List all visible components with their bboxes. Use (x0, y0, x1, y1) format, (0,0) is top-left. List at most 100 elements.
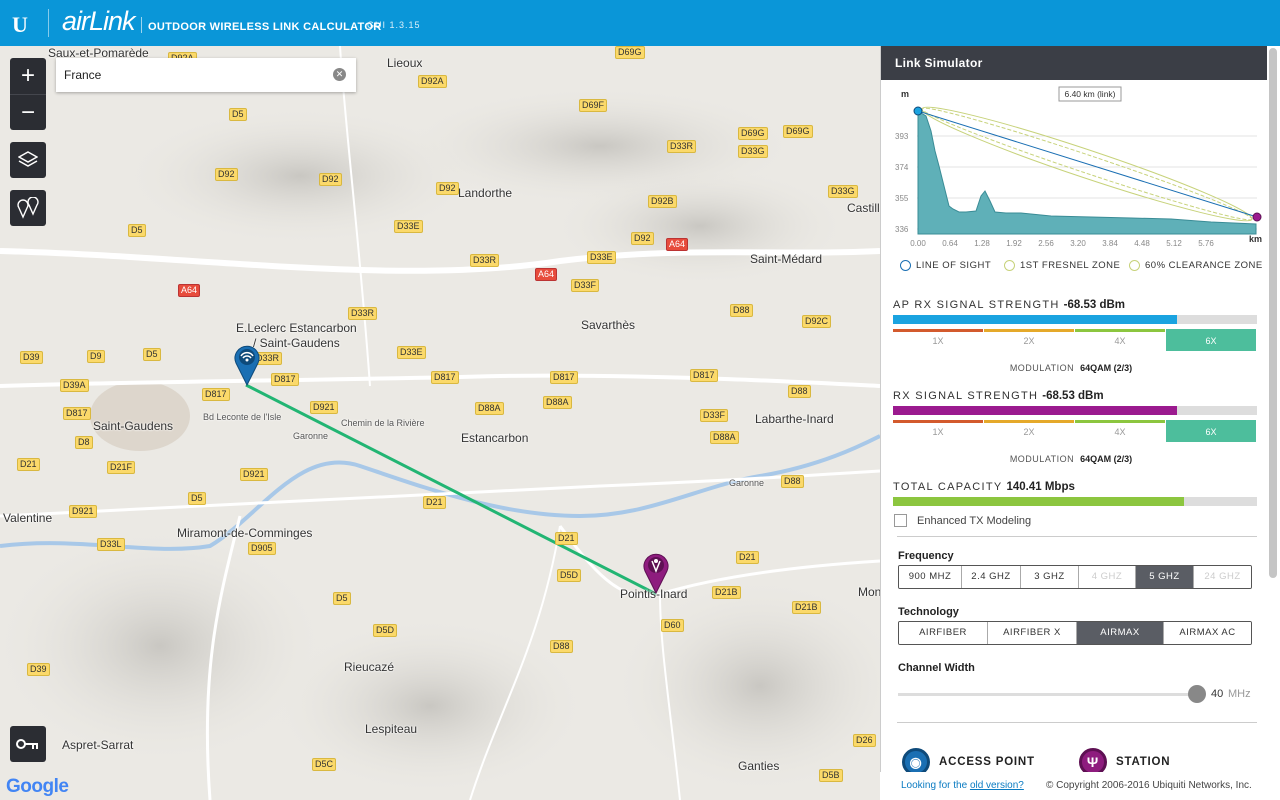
channel-width-unit: MHz (1228, 688, 1251, 700)
rx-modulation: MODULATION 64QAM (2/3) (881, 454, 1261, 464)
legend-fresnel-label: 1ST FRESNEL ZONE (1020, 260, 1121, 271)
road-label: D92 (319, 173, 342, 186)
road-label: D33G (738, 145, 768, 158)
elevation-profile-chart: 6.40 km (link) m km 393 374 355 336 0.00 0.6… (895, 86, 1262, 248)
map-canvas[interactable]: Saux-et-Pomarède Lieoux Landorthe Saint-Méd… (0, 46, 880, 800)
access-point-section[interactable]: ◉ ACCESS POINT (902, 748, 1035, 776)
road-label: D88 (781, 475, 804, 488)
road-label: D60 (661, 619, 684, 632)
header-divider (48, 9, 49, 37)
layers-icon (18, 151, 38, 167)
ap-rx-label: AP RX SIGNAL STRENGTH (893, 299, 1060, 311)
ap-rx-bar-fill (893, 315, 1177, 324)
town-label: Labarthe-Inard (755, 412, 834, 426)
road-label: D21B (712, 586, 741, 599)
map-pin-icon (17, 197, 39, 219)
town-label: Lieoux (387, 56, 423, 70)
road-label: A64 (666, 238, 689, 251)
road-label: D92B (648, 195, 677, 208)
locations-button[interactable] (10, 190, 46, 226)
road-label: D33F (571, 279, 600, 292)
enhanced-tx-checkbox[interactable] (894, 514, 907, 527)
zoom-out-button[interactable]: − (10, 94, 46, 130)
key-icon (16, 739, 38, 749)
frequency-option[interactable]: 900 MHZ (899, 566, 962, 588)
road-label: D88A (710, 431, 739, 444)
key-button[interactable] (10, 726, 46, 762)
frequency-option[interactable]: 2.4 GHZ (962, 566, 1021, 588)
modulation-level-label: 4X (1114, 336, 1126, 346)
wifi-icon: ◉ (902, 748, 930, 776)
legend-clearance-label: 60% CLEARANCE ZONE (1145, 260, 1263, 271)
road-label: D817 (690, 369, 718, 382)
map-terrain (0, 46, 880, 800)
road-label: D817 (63, 407, 91, 420)
access-point-marker[interactable] (233, 343, 261, 387)
road-label: D88 (550, 640, 573, 653)
modulation-stripe (1166, 420, 1256, 423)
channel-width-slider-track[interactable] (898, 693, 1198, 696)
modulation-stripe (1075, 420, 1165, 423)
enhanced-tx-label: Enhanced TX Modeling (917, 515, 1032, 527)
divider (897, 536, 1257, 537)
ap-rx-bar (893, 315, 1257, 324)
station-marker[interactable] (642, 551, 670, 595)
clear-search-icon[interactable]: ✕ (333, 68, 346, 81)
frequency-option[interactable]: 3 GHZ (1021, 566, 1079, 588)
zoom-control: + − (10, 58, 46, 130)
modulation-level-label: 4X (1114, 427, 1126, 437)
rx-modulation-value: 64QAM (2/3) (1080, 454, 1133, 464)
technology-option[interactable]: AIRMAX AC (1164, 622, 1251, 644)
old-version-link[interactable]: old version? (969, 780, 1024, 791)
frequency-option[interactable]: 5 GHZ (1136, 566, 1194, 588)
zoom-in-button[interactable]: + (20, 62, 35, 89)
town-label: Savarthès (581, 318, 636, 332)
modulation-level-label: 2X (1023, 336, 1035, 346)
x-tick-label: 3.20 (1070, 239, 1086, 248)
footer: Looking for the old version? © Copyright… (880, 772, 1280, 800)
town-label: Pointis-Inard (620, 587, 688, 601)
town-label: Landorthe (458, 186, 513, 200)
modulation-level: 1X (893, 420, 983, 442)
channel-width-slider-handle[interactable] (1188, 685, 1206, 703)
y-unit: m (901, 89, 909, 99)
road-label: D69G (738, 127, 768, 140)
x-tick-label: 0.64 (942, 239, 958, 248)
station-section[interactable]: Ψ STATION (1079, 748, 1170, 776)
search-input[interactable] (64, 66, 324, 84)
modulation-stripe (893, 420, 983, 423)
technology-option[interactable]: AIRFIBER (899, 622, 988, 644)
copyright: © Copyright 2006-2016 Ubiquiti Networks,… (1046, 780, 1252, 791)
road-label: D33E (394, 220, 423, 233)
old-version-prompt: Looking for the old version? (901, 780, 1024, 791)
road-label: D8 (75, 436, 93, 449)
road-label: D92 (631, 232, 654, 245)
x-tick-label: 1.28 (974, 239, 990, 248)
y-tick-label: 393 (895, 132, 909, 141)
capacity-bar (893, 497, 1257, 506)
town-label: E.Leclerc Estancarbon (236, 321, 357, 335)
ubiquiti-logo[interactable]: U (12, 12, 28, 37)
road-label: D39 (20, 351, 43, 364)
y-tick-label: 374 (895, 163, 909, 172)
road-label: D5 (143, 348, 161, 361)
gui-version: GUI 1.3.15 (367, 20, 421, 30)
frequency-label: Frequency (898, 550, 954, 562)
legend-clearance: 60% CLEARANCE ZONE (1129, 260, 1263, 271)
rx-label: RX SIGNAL STRENGTH (893, 390, 1039, 402)
town-label: Mon (858, 585, 880, 599)
modulation-level: 6X (1166, 329, 1256, 351)
old-version-prefix: Looking for the (901, 780, 970, 791)
panel-scrollbar[interactable] (1269, 48, 1277, 578)
clearance-legend-dot (1129, 260, 1140, 271)
town-label: Garonne (293, 431, 329, 441)
location-search: ✕ (56, 58, 356, 92)
town-label: Rieucazé (344, 660, 395, 674)
technology-option[interactable]: AIRFIBER X (988, 622, 1077, 644)
ap-modulation-value: 64QAM (2/3) (1080, 363, 1133, 373)
road-label: D5 (128, 224, 146, 237)
road-label: D5C (312, 758, 337, 771)
technology-option[interactable]: AIRMAX (1077, 622, 1164, 644)
channel-width-label: Channel Width (898, 662, 975, 674)
layers-button[interactable] (10, 142, 46, 178)
